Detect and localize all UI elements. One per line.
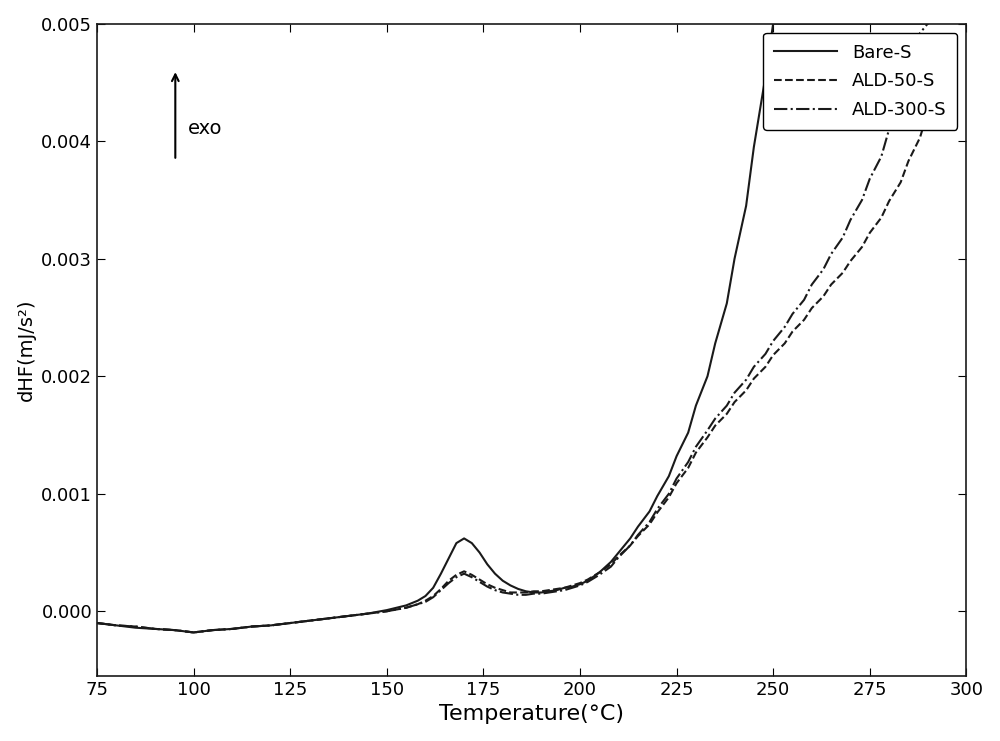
Bare-S [864,19,876,28]
Bare-S [786,19,798,28]
ALD-300-S [806,280,818,289]
Line: ALD-300-S: ALD-300-S [97,24,928,632]
ALD-50-S [806,304,818,313]
ALD-300-S [91,619,103,628]
ALD-300-S [786,310,798,319]
ALD-300-S [188,628,200,637]
Bare-S [759,72,771,81]
ALD-50-S [856,242,868,251]
ALD-50-S [786,327,798,336]
Legend: Bare-S, ALD-50-S, ALD-300-S: Bare-S, ALD-50-S, ALD-300-S [763,33,957,130]
Text: exo: exo [188,119,223,138]
Bare-S [188,628,200,637]
Bare-S [817,19,829,28]
Bare-S [226,625,238,634]
ALD-50-S [226,625,238,634]
ALD-300-S [226,625,238,634]
Line: Bare-S: Bare-S [97,24,928,632]
ALD-50-S [759,362,771,371]
ALD-300-S [856,196,868,205]
Y-axis label: dHF(mJ/s²): dHF(mJ/s²) [17,299,36,401]
ALD-50-S [91,619,103,628]
Line: ALD-50-S: ALD-50-S [97,112,928,632]
Bare-S [922,19,934,28]
ALD-50-S [779,339,791,348]
Bare-S [91,619,103,628]
ALD-300-S [759,350,771,359]
X-axis label: Temperature(°C): Temperature(°C) [439,705,624,725]
Bare-S [798,19,810,28]
ALD-300-S [922,19,934,28]
ALD-50-S [922,107,934,116]
ALD-50-S [188,628,200,637]
ALD-300-S [779,322,791,331]
Bare-S [767,19,779,28]
